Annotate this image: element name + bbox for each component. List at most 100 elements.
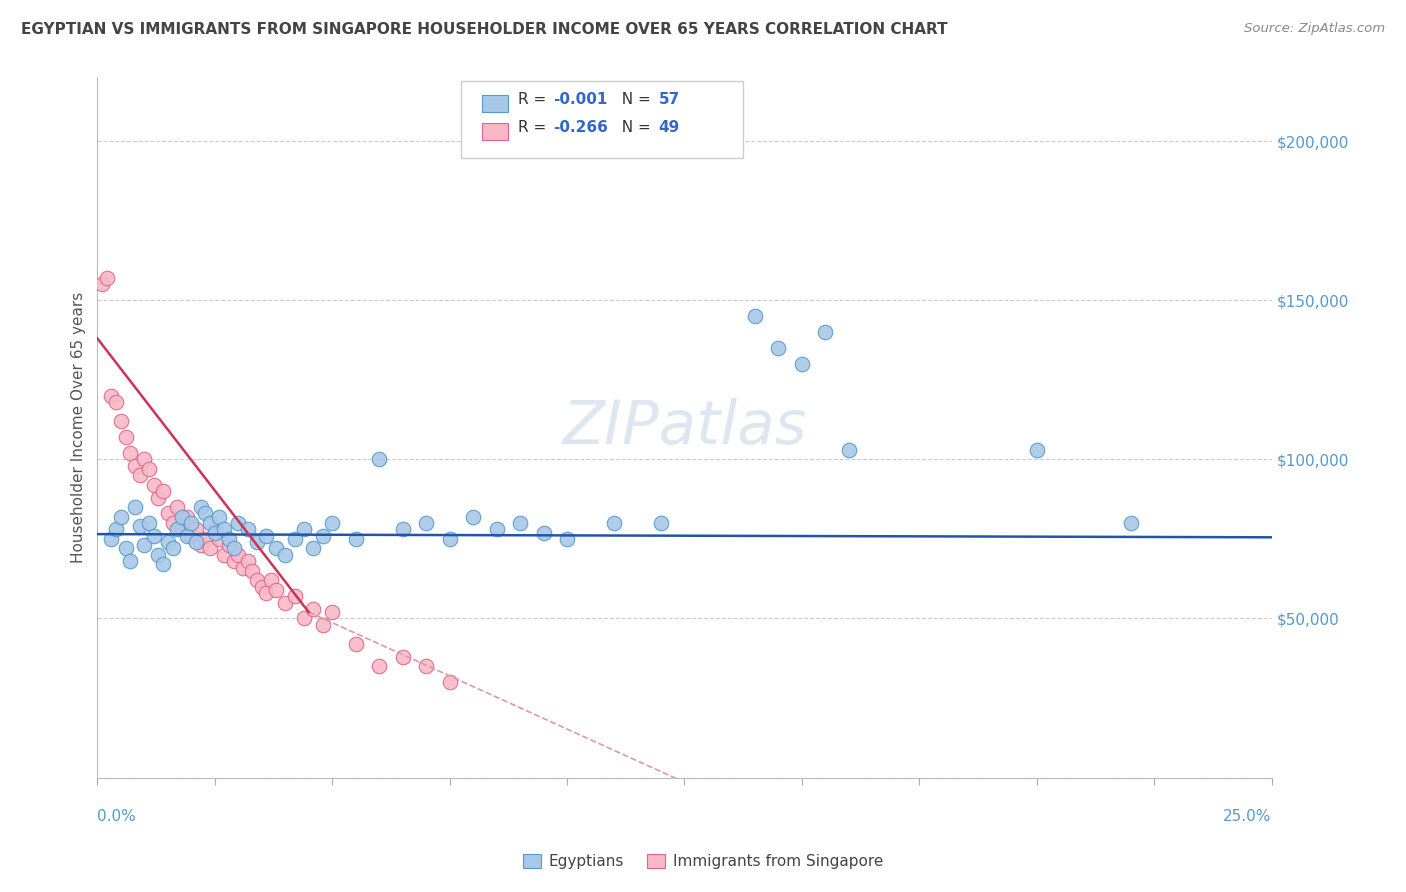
Point (184, 535, 207, 549)
Point (250, 580, 273, 594)
Point (284, 589, 307, 603)
Point (744, 309, 766, 323)
Y-axis label: Householder Income Over 65 years: Householder Income Over 65 years (72, 292, 86, 563)
Point (176, 509, 198, 524)
Text: Source: ZipAtlas.com: Source: ZipAtlas.com (1244, 22, 1385, 36)
Point (156, 507, 179, 521)
Text: ZIPatlas: ZIPatlas (562, 398, 807, 457)
Point (284, 532, 307, 546)
Point (105, 522, 128, 536)
Point (274, 595, 297, 609)
Point (142, 529, 165, 543)
Point (110, 509, 132, 524)
Point (198, 516, 221, 530)
Point (439, 675, 461, 690)
Text: 0.0%: 0.0% (97, 809, 136, 824)
Point (208, 532, 231, 546)
Point (302, 602, 325, 616)
Point (194, 507, 217, 521)
Point (485, 522, 508, 536)
Point (391, 649, 413, 664)
Point (120, 554, 142, 568)
Point (1119, 516, 1142, 530)
Point (439, 532, 461, 546)
FancyBboxPatch shape (461, 81, 744, 158)
Point (156, 535, 179, 549)
Point (190, 500, 212, 514)
Point (166, 500, 188, 514)
Point (264, 582, 287, 597)
Point (274, 548, 297, 562)
Point (212, 522, 235, 536)
Text: 49: 49 (658, 120, 681, 136)
Point (312, 529, 335, 543)
Point (814, 325, 837, 339)
Point (208, 509, 231, 524)
Point (292, 522, 315, 536)
Point (218, 532, 240, 546)
Point (533, 525, 555, 540)
Point (226, 516, 249, 530)
Point (91, 277, 114, 292)
Point (124, 500, 146, 514)
Point (148, 548, 170, 562)
Point (368, 659, 391, 673)
FancyBboxPatch shape (482, 95, 509, 112)
Point (391, 522, 413, 536)
FancyBboxPatch shape (482, 123, 509, 140)
Point (368, 452, 391, 467)
Point (152, 558, 174, 572)
Point (222, 554, 245, 568)
Point (222, 541, 245, 556)
Point (180, 529, 202, 543)
Point (176, 529, 198, 543)
Point (128, 468, 150, 483)
Point (162, 516, 184, 530)
Point (204, 522, 226, 536)
Text: N =: N = (612, 120, 655, 136)
Point (415, 516, 437, 530)
Point (96, 271, 118, 285)
Point (240, 564, 263, 578)
Point (190, 538, 212, 552)
Point (264, 541, 287, 556)
Point (120, 446, 142, 460)
Point (170, 509, 193, 524)
Point (128, 519, 150, 533)
Point (114, 541, 136, 556)
Point (461, 509, 484, 524)
Point (246, 574, 269, 588)
Point (292, 611, 315, 625)
Point (180, 516, 202, 530)
Point (246, 535, 269, 549)
Point (134, 538, 156, 552)
Point (344, 637, 367, 651)
Point (260, 574, 283, 588)
Text: R =: R = (517, 120, 551, 136)
Point (138, 516, 160, 530)
Text: EGYPTIAN VS IMMIGRANTS FROM SINGAPORE HOUSEHOLDER INCOME OVER 65 YEARS CORRELATI: EGYPTIAN VS IMMIGRANTS FROM SINGAPORE HO… (21, 22, 948, 37)
Point (142, 477, 165, 491)
Point (838, 442, 860, 457)
Point (1025, 442, 1047, 457)
Text: 25.0%: 25.0% (1223, 809, 1271, 824)
Point (236, 554, 259, 568)
Point (198, 541, 221, 556)
Point (134, 452, 156, 467)
Point (232, 560, 254, 574)
Point (768, 341, 790, 355)
Point (256, 529, 278, 543)
Point (236, 522, 259, 536)
Point (138, 462, 160, 476)
Point (148, 491, 170, 505)
Point (100, 532, 122, 546)
Text: 57: 57 (658, 93, 681, 107)
Point (790, 357, 813, 371)
Point (321, 516, 343, 530)
Point (170, 522, 193, 536)
Point (226, 548, 249, 562)
Text: R =: R = (517, 93, 551, 107)
Text: -0.266: -0.266 (553, 120, 607, 136)
Point (555, 532, 578, 546)
Point (212, 548, 235, 562)
